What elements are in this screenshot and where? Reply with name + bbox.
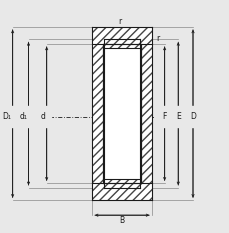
Text: F: F bbox=[162, 112, 166, 121]
Text: d: d bbox=[41, 112, 45, 121]
Bar bbox=[92, 27, 152, 44]
Bar bbox=[92, 183, 152, 200]
Bar bbox=[92, 27, 152, 200]
Bar bbox=[104, 179, 139, 188]
Bar bbox=[104, 179, 139, 188]
Bar bbox=[104, 39, 139, 48]
Bar bbox=[104, 39, 139, 48]
Bar bbox=[141, 44, 152, 183]
Bar bbox=[92, 44, 103, 183]
Text: r₁: r₁ bbox=[95, 26, 101, 35]
Bar bbox=[103, 44, 141, 183]
Text: D₁: D₁ bbox=[3, 112, 11, 121]
Text: d₁: d₁ bbox=[19, 112, 27, 121]
Bar bbox=[92, 27, 152, 44]
Text: r: r bbox=[155, 34, 159, 43]
Text: D: D bbox=[189, 112, 195, 121]
Text: r: r bbox=[118, 17, 121, 26]
Bar bbox=[92, 183, 152, 200]
Text: B₃: B₃ bbox=[117, 116, 126, 126]
Bar bbox=[104, 48, 139, 179]
Bar bbox=[92, 44, 103, 183]
Text: E: E bbox=[175, 112, 180, 121]
Bar bbox=[141, 44, 152, 183]
Text: B: B bbox=[119, 216, 124, 225]
